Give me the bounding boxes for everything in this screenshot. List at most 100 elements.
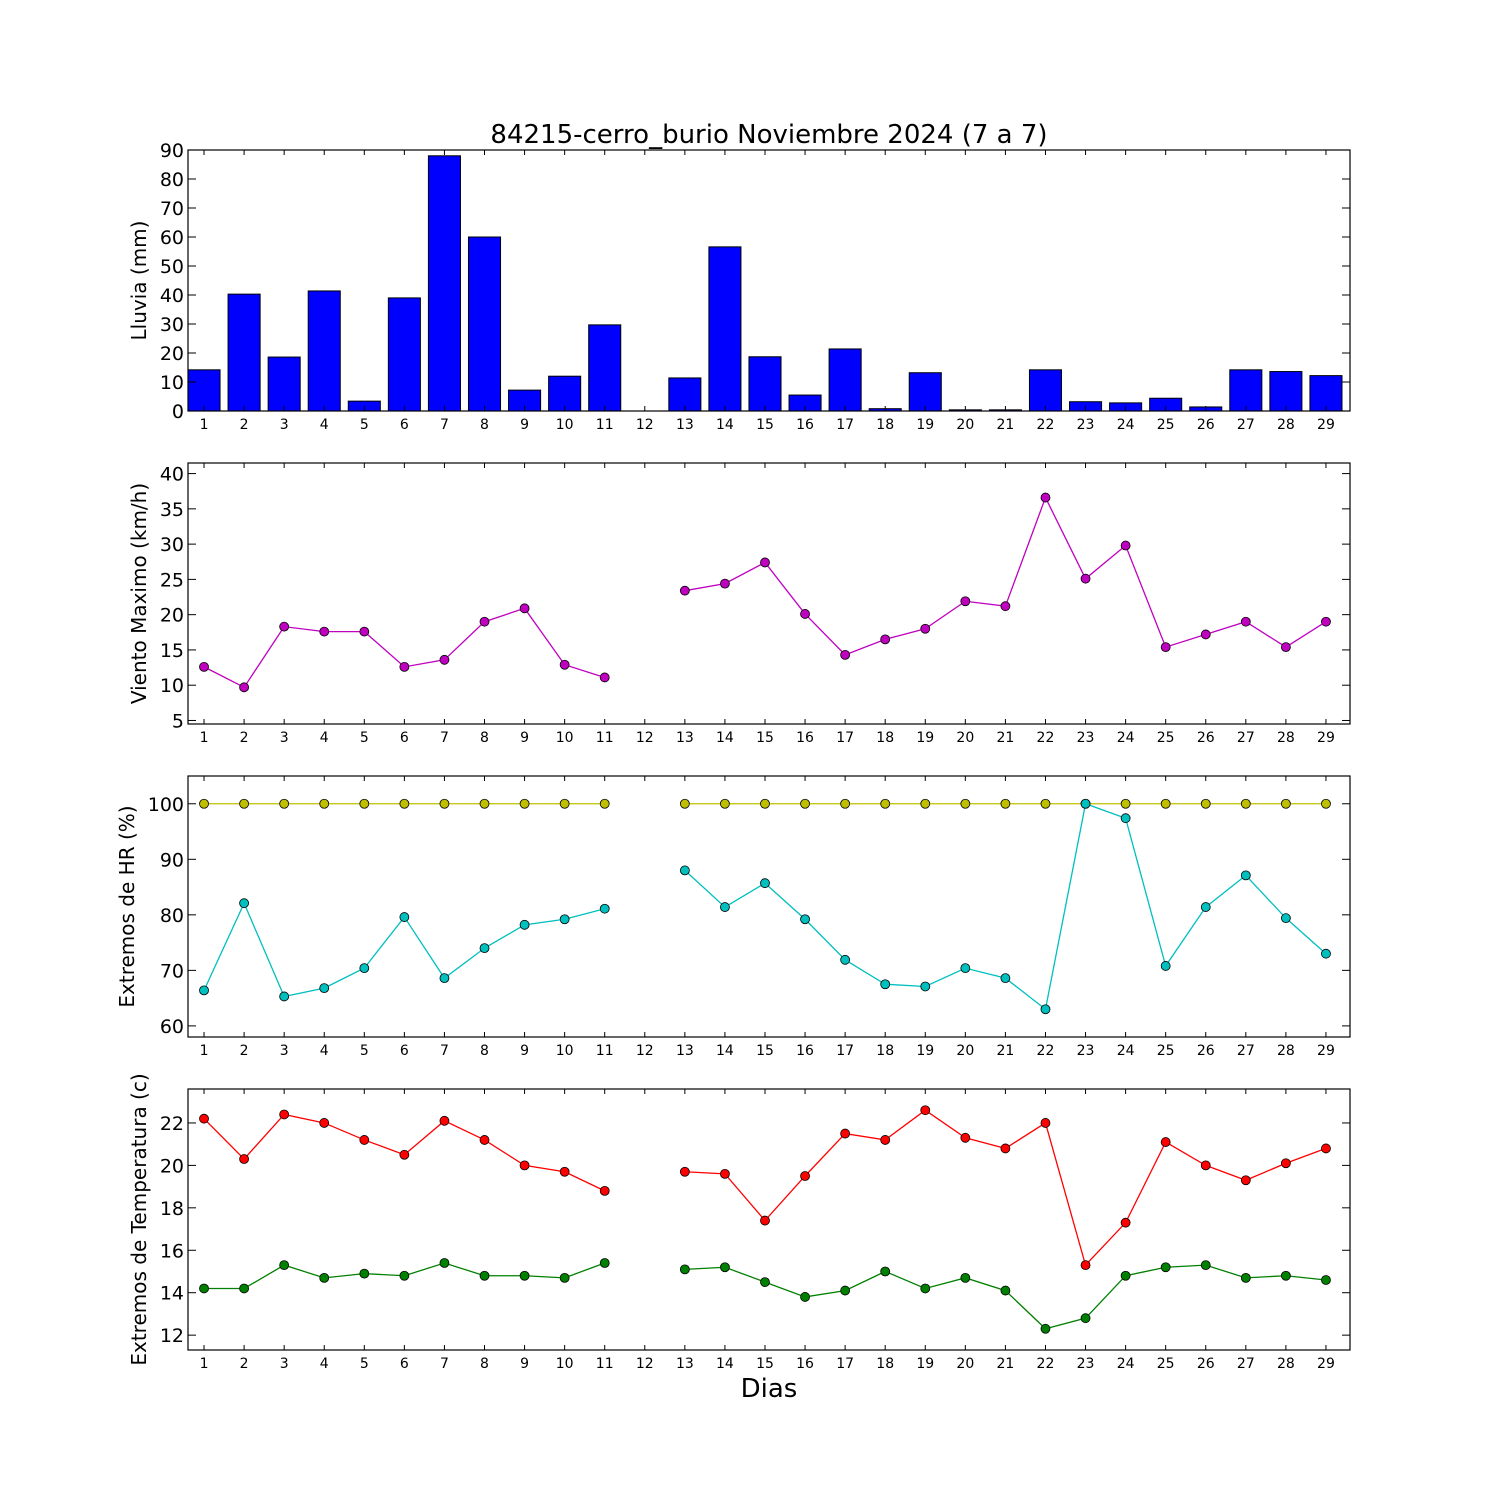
y-tick-label: 70 (160, 960, 184, 982)
data-point (920, 623, 931, 634)
x-tick-label: 21 (996, 1043, 1014, 1059)
y-axis-label: Lluvia (mm) (127, 221, 151, 341)
x-tick-label: 15 (756, 1043, 774, 1059)
data-point (239, 1283, 249, 1294)
x-tick-label: 21 (996, 1356, 1014, 1372)
x-tick-label: 3 (280, 1043, 289, 1059)
y-tick-label: 80 (160, 169, 184, 191)
bar (307, 290, 341, 412)
data-point (519, 1270, 530, 1281)
data-point (800, 609, 810, 619)
bar (828, 348, 862, 412)
data-point (679, 1264, 690, 1275)
data-point (679, 798, 690, 809)
data-point (479, 798, 490, 809)
data-point (479, 1270, 490, 1281)
plot-frame (187, 775, 1351, 1038)
data-point (800, 798, 810, 809)
x-tick-label: 17 (836, 1043, 854, 1059)
data-point (319, 983, 330, 994)
chart-title: 84215-cerro_burio Noviembre 2024 (7 a 7) (490, 120, 1047, 150)
data-point (760, 1277, 770, 1287)
x-tick-label: 6 (400, 1356, 409, 1372)
data-point (720, 798, 730, 809)
data-point (439, 654, 450, 665)
x-tick-label: 5 (360, 1356, 369, 1372)
x-tick-label: 17 (836, 417, 854, 433)
x-tick-label: 22 (1037, 1356, 1055, 1372)
x-tick-label: 4 (320, 1356, 329, 1372)
chart-panel-1: 1 2 3 4 5 6 7 8 9 10 11 12 13 14 15 16 17 18 19 20 21 22 23 24 2… (127, 140, 1351, 433)
data-point (1000, 1285, 1011, 1296)
x-tick-label: 23 (1077, 730, 1095, 746)
data-point (399, 661, 410, 672)
x-tick-label: 16 (796, 1043, 814, 1059)
plot-frame (187, 462, 1351, 725)
x-tick-label: 12 (636, 730, 654, 746)
data-point (1280, 642, 1291, 653)
data-point (1080, 1260, 1091, 1271)
data-point (599, 903, 610, 914)
x-tick-label: 14 (716, 1356, 734, 1372)
x-tick-label: 12 (636, 1356, 654, 1372)
y-tick-label: 35 (160, 499, 184, 521)
x-tick-label: 6 (400, 1043, 409, 1059)
x-tick-label: 17 (836, 1356, 854, 1372)
x-tick-label: 24 (1117, 1043, 1135, 1059)
x-tick-label: 16 (796, 1356, 814, 1372)
data-point (319, 1118, 330, 1128)
y-tick-label: 12 (160, 1325, 184, 1347)
x-axis-label: Dias (741, 1374, 798, 1404)
data-point (760, 557, 770, 568)
data-point (880, 1135, 891, 1145)
y-tick-label: 90 (160, 849, 184, 871)
data-point (599, 1258, 610, 1268)
x-tick-label: 13 (676, 417, 694, 433)
x-tick-label: 25 (1157, 417, 1175, 433)
data-point (1040, 798, 1051, 809)
x-tick-label: 24 (1117, 417, 1135, 433)
x-tick-label: 8 (480, 730, 489, 746)
data-point (1240, 616, 1251, 627)
data-point (1200, 1160, 1211, 1171)
x-tick-label: 19 (916, 1043, 934, 1059)
data-point (1080, 798, 1091, 809)
x-tick-label: 7 (440, 1356, 449, 1372)
x-tick-label: 2 (240, 417, 249, 433)
x-tick-label: 26 (1197, 1043, 1215, 1059)
x-tick-label: 8 (480, 417, 489, 433)
data-point (599, 1185, 610, 1196)
x-tick-label: 26 (1197, 417, 1215, 433)
y-tick-label: 20 (160, 343, 184, 365)
x-tick-label: 12 (636, 1043, 654, 1059)
x-tick-label: 22 (1037, 417, 1055, 433)
data-point (319, 798, 330, 809)
data-point (880, 1266, 891, 1277)
x-tick-label: 14 (716, 730, 734, 746)
data-point (199, 1113, 209, 1124)
data-point (1120, 540, 1131, 551)
x-tick-label: 2 (240, 1356, 249, 1372)
x-tick-label: 20 (956, 1356, 974, 1372)
x-tick-label: 28 (1277, 730, 1295, 746)
x-tick-label: 3 (280, 1356, 289, 1372)
data-point (880, 798, 891, 809)
data-point (760, 798, 770, 809)
x-tick-label: 5 (360, 417, 369, 433)
data-point (1280, 1270, 1291, 1281)
y-tick-label: 16 (160, 1240, 184, 1262)
data-point (840, 1128, 851, 1139)
x-tick-label: 16 (796, 730, 814, 746)
data-point (439, 1258, 450, 1268)
x-tick-label: 17 (836, 730, 854, 746)
y-tick-label: 30 (160, 534, 184, 556)
data-point (880, 979, 891, 990)
data-point (239, 798, 249, 809)
data-point (1200, 902, 1211, 912)
data-point (960, 596, 971, 607)
plot-area (188, 776, 1350, 1037)
x-tick-label: 3 (280, 417, 289, 433)
data-point (359, 963, 370, 974)
y-tick-label: 20 (160, 605, 184, 627)
